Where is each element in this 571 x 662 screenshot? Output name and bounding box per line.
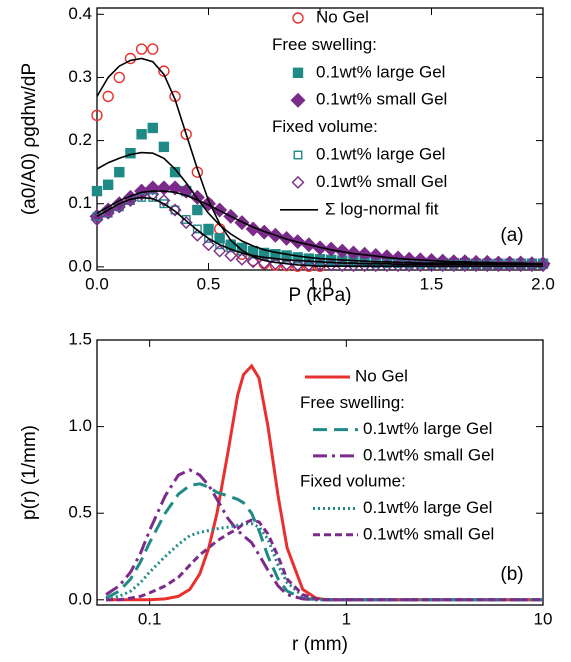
x-tick-label: 1 (342, 609, 351, 628)
marker (114, 166, 125, 178)
y-tick-label: 0.3 (68, 67, 92, 86)
marker (204, 233, 213, 243)
y-tick-label: 1.5 (68, 329, 92, 348)
marker (102, 90, 114, 103)
marker (202, 238, 215, 252)
marker (146, 187, 160, 201)
y-tick-label: 0.1 (68, 193, 92, 212)
legend-label: Σ log-normal fit (325, 199, 439, 218)
legend-label: 0.1wt% small Gel (316, 172, 447, 191)
legend-label: 0.1wt% large Gel (363, 419, 492, 438)
y-tick-label: 0.4 (68, 4, 92, 23)
legend-label: 0.1wt% large Gel (363, 498, 492, 517)
marker (135, 43, 148, 55)
x-axis-label: P (kPa) (288, 285, 351, 306)
x-tick-label: 0.5 (197, 274, 221, 293)
y-tick-label: 0.2 (68, 130, 92, 149)
x-tick-label: 10 (534, 609, 553, 628)
legend-marker (292, 12, 304, 24)
x-tick-label: 1.0 (308, 274, 332, 293)
marker (259, 251, 269, 260)
marker (170, 205, 180, 215)
fit-line (96, 196, 543, 266)
legend-marker (290, 92, 306, 108)
legend-label: No Gel (316, 7, 369, 26)
marker (157, 194, 171, 208)
marker (147, 122, 158, 134)
x-tick-label: 0.0 (85, 274, 109, 293)
marker (148, 192, 158, 202)
marker (302, 258, 316, 272)
marker (246, 255, 260, 269)
legend-label: 0.1wt% small Gel (363, 445, 494, 464)
marker (201, 196, 216, 212)
fit-line (96, 57, 543, 267)
legend-label: 0.1wt% small Gel (363, 524, 494, 543)
legend-marker (292, 67, 304, 79)
marker (192, 204, 203, 216)
legend-heading: Free swelling: (300, 393, 405, 412)
marker (235, 252, 249, 266)
marker (90, 213, 104, 226)
marker (180, 128, 192, 140)
fit-line (96, 151, 543, 265)
marker (181, 215, 191, 224)
legend-label: 0.1wt% large Gel (316, 62, 445, 81)
marker (158, 141, 170, 153)
marker (91, 185, 103, 197)
y-tick-label: 0.0 (68, 589, 92, 608)
y-tick-label: 1.0 (68, 416, 92, 435)
marker (147, 43, 159, 55)
fit-line (96, 190, 543, 265)
panel-label: (b) (500, 564, 523, 585)
marker (192, 224, 202, 234)
marker (136, 129, 147, 140)
marker (214, 233, 225, 244)
marker (113, 71, 126, 84)
plot-frame (96, 339, 544, 606)
x-tick-label: 2.0 (531, 274, 555, 293)
legend-heading: Fixed volume: (272, 117, 378, 136)
marker (91, 109, 103, 122)
x-tick-label: 0.1 (138, 609, 162, 628)
marker (169, 166, 181, 178)
marker (203, 223, 214, 235)
marker (159, 199, 169, 209)
legend-label: No Gel (355, 366, 408, 385)
y-tick-label: 0.0 (68, 256, 92, 275)
y-axis-label: (a0/A0) ρgdhw/dP (19, 63, 40, 215)
y-tick-label: 0.5 (68, 503, 92, 522)
marker (213, 244, 227, 258)
marker (224, 248, 238, 262)
marker (215, 240, 225, 250)
legend-heading: Free swelling: (272, 35, 377, 54)
legend-label: 0.1wt% large Gel (316, 144, 445, 163)
series-line (106, 518, 543, 602)
legend-label: 0.1wt% small Gel (316, 90, 447, 109)
marker (179, 216, 193, 230)
x-axis-label: r (mm) (292, 634, 348, 655)
legend-marker (291, 175, 305, 189)
y-axis-label: p(r) (1/mm) (19, 425, 40, 520)
marker (313, 258, 327, 272)
marker (167, 180, 183, 196)
legend-marker (293, 150, 303, 160)
marker (102, 179, 114, 190)
marker (124, 52, 137, 65)
x-tick-label: 1.5 (420, 274, 444, 293)
legend-heading: Fixed volume: (300, 472, 406, 491)
panel-label: (a) (500, 225, 523, 246)
marker (291, 258, 305, 272)
